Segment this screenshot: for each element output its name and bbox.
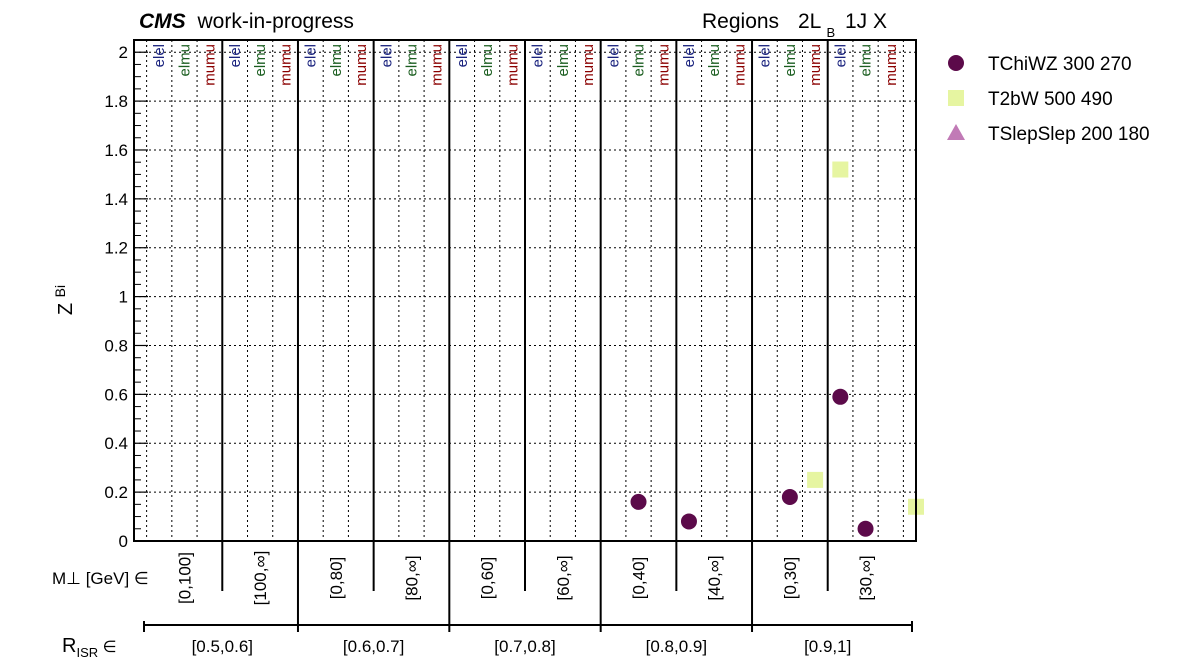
legend-marker-triangle [947,124,965,140]
flavor-label-elmu: elmu [782,44,799,77]
legend-label: TChiWZ 300 270 [988,54,1132,75]
risr-bin-label: [0.8,0.9] [646,637,707,656]
mperp-bin-label: [0,80] [327,557,346,600]
regions-label: Regions [702,10,779,33]
flavor-label-elmu: elmu [176,44,193,77]
risr-label-main: R [62,635,76,657]
flavor-labels: elel elmu mumu elel elmu mumu elel elmu mumu elel… [151,44,900,86]
y-tick-label: 1.6 [104,141,128,160]
flavor-label-elmu: elmu [631,44,648,77]
flavor-label-mumu: mumu [807,44,824,86]
flavor-label-mumu: mumu [656,44,673,86]
point-circle [781,489,798,506]
flavor-label-elmu: elmu [328,44,345,77]
flavor-label-elel: elel [605,44,622,67]
mperp-bin-label: [60,∞] [554,555,573,600]
mperp-bin-label: [0,60] [478,557,497,600]
y-tick-label: 1.8 [104,92,128,111]
point-square [832,161,849,178]
flavor-label-elel: elel [530,44,547,67]
flavor-label-elel: elel [832,44,849,67]
risr-bin-label: [0.7,0.8] [494,637,555,656]
y-axis-title-main: Z [55,303,77,315]
mperp-bin-label: [0,30] [781,557,800,600]
mperp-bin-label: [40,∞] [705,555,724,600]
flavor-label-elmu: elmu [479,44,496,77]
flavor-label-elmu: elmu [252,44,269,77]
y-axis-title-sub: Bi [52,285,68,297]
category-sub: B [826,25,835,40]
category-label: 2L B 1J X [798,10,887,42]
mperp-label-main: M [52,569,66,588]
flavor-label-elel: elel [454,44,471,67]
mperp-label-rest: [GeV] ∈ [81,569,149,588]
point-square [807,471,824,488]
flavor-label-elel: elel [378,44,395,67]
region-dividers [221,40,829,541]
flavor-label-mumu: mumu [353,44,370,86]
point-circle [832,388,849,405]
mperp-bin-label: [100,∞] [251,551,270,606]
legend-label: T2bW 500 490 [988,89,1113,110]
risr-label-sub: ISR [76,645,98,660]
y-tick-label: 2 [119,43,128,62]
mperp-bin-label: [0,40] [630,557,649,600]
risr-bin-label: [0.5,0.6] [192,637,253,656]
flavor-label-elmu: elmu [858,44,875,77]
flavor-label-mumu: mumu [202,44,219,86]
risr-label-rest: ∈ [98,639,116,656]
flavor-label-elel: elel [757,44,774,67]
cms-label: CMS [139,10,186,33]
flavor-label-elmu: elmu [555,44,572,77]
category-main: 2L [798,10,821,33]
risr-bin-label: [0.6,0.7] [343,637,404,656]
perp-symbol: ⊥ [66,569,81,588]
legend-marker-square [948,90,964,106]
risr-axis-label: RISR ∈ [62,635,117,660]
flavor-label-mumu: mumu [504,44,521,86]
flavor-label-elel: elel [303,44,320,67]
flavor-label-elel: elel [151,44,168,67]
mperp-bin-label: [0,100] [175,552,194,604]
y-tick-label: 0.2 [104,483,128,502]
flavor-label-mumu: mumu [429,44,446,86]
y-tick-label: 1 [119,288,128,307]
work-label: work-in-progress [197,10,354,33]
flavor-label-elel: elel [681,44,698,67]
mperp-axis: [0,100] [100,∞] [0,80] [80,∞] [0,60] [60,∞] [0… [134,540,916,621]
point-circle [857,520,874,537]
header-title: CMS work-in-progress [139,10,354,33]
flavor-label-mumu: mumu [883,44,900,86]
flavor-label-mumu: mumu [731,44,748,86]
mperp-bin-label: [80,∞] [402,555,421,600]
legend-marker-circle [948,55,964,71]
y-tick-label: 0.4 [104,434,128,453]
flavor-label-elmu: elmu [403,44,420,77]
risr-axis: [0.5,0.6] [0.6,0.7] [0.7,0.8] [0.8,0.9] [0.9… [143,621,913,656]
y-tick-label: 0.8 [104,336,128,355]
point-circle [680,513,697,530]
y-tick-label: 0 [119,532,128,551]
y-tick-label: 1.4 [104,190,128,209]
y-ticks: 0 0.2 0.4 0.6 0.8 1 1.2 1.4 1.6 1.8 2 [104,39,148,551]
flavor-label-mumu: mumu [277,44,294,86]
point-circle [630,493,647,510]
flavor-label-elmu: elmu [706,44,723,77]
flavor-label-elel: elel [227,44,244,67]
category-rest: 1J X [845,10,887,33]
flavor-label-mumu: mumu [580,44,597,86]
mperp-bin-label: [30,∞] [857,555,876,600]
y-tick-label: 1.2 [104,239,128,258]
y-axis-title: Z Bi [52,285,77,315]
legend: TChiWZ 300 270 T2bW 500 490 TSlepSlep 200 … [947,54,1150,145]
mperp-axis-label: M⊥ [GeV] ∈ [52,569,149,588]
risr-bin-label: [0.9,1] [804,637,851,656]
y-tick-label: 0.6 [104,385,128,404]
legend-label: TSlepSlep 200 180 [988,124,1150,145]
data-points [630,161,924,537]
